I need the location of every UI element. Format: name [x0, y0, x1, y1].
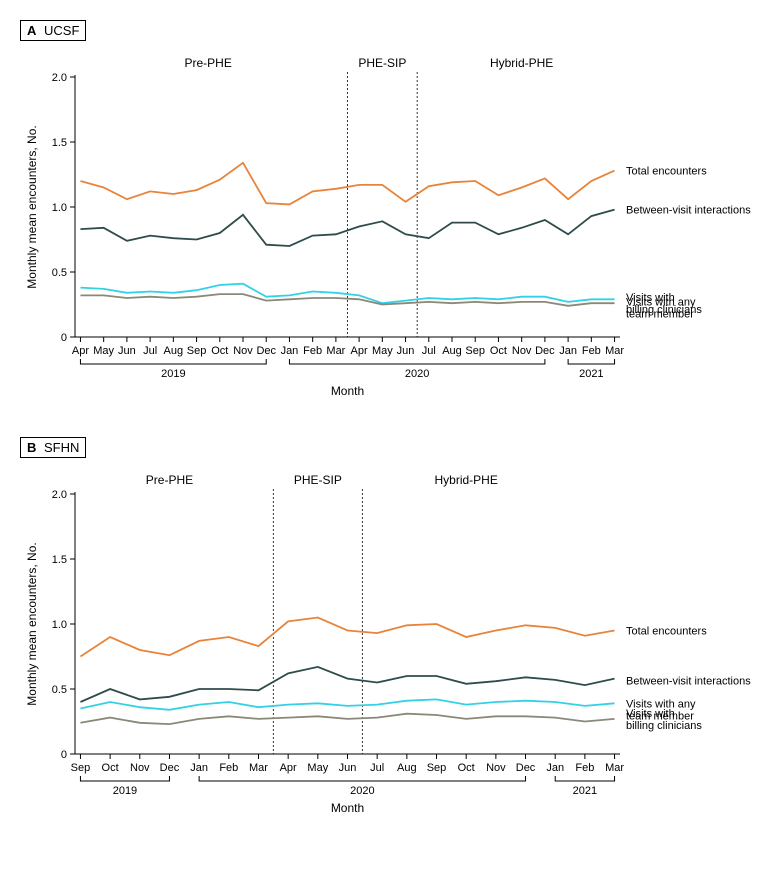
xtick-label: Mar: [605, 345, 624, 357]
panel-title: UCSF: [40, 23, 79, 38]
xtick-label: Dec: [516, 762, 536, 774]
xtick-label: Apr: [351, 345, 368, 357]
series-label: Between-visit interactions: [626, 676, 751, 688]
xtick-label: Feb: [219, 762, 238, 774]
ytick-label: 1.5: [52, 137, 67, 149]
xtick-label: Apr: [72, 345, 89, 357]
y-axis-label: Monthly mean encounters, No.: [25, 542, 39, 705]
xtick-label: Nov: [233, 345, 253, 357]
xtick-label: Jun: [118, 345, 136, 357]
panel-a: A UCSF 0 0.5 1.0 1.5 2.0 Monthly mean encounte…: [20, 20, 760, 407]
xtick-label: Dec: [256, 345, 276, 357]
xtick-label: Jun: [397, 345, 415, 357]
series-line: [80, 699, 614, 709]
xtick-label: Nov: [486, 762, 506, 774]
x-axis-label: Month: [331, 384, 364, 398]
ytick-label: 1.5: [52, 554, 67, 566]
xtick-label: Oct: [490, 345, 507, 357]
ytick-label: 2.0: [52, 72, 67, 84]
xtick-label: Nov: [512, 345, 532, 357]
panel-header: B SFHN: [20, 437, 86, 458]
xtick-label: May: [372, 345, 393, 357]
xtick-label: Jan: [559, 345, 577, 357]
period-label: Pre-PHE: [146, 473, 193, 487]
ytick-label: 0.5: [52, 267, 67, 279]
xtick-label: Aug: [397, 762, 417, 774]
x-axis-label: Month: [331, 801, 364, 815]
year-label: 2020: [405, 368, 429, 380]
xtick-label: Jan: [546, 762, 564, 774]
xtick-label: Feb: [303, 345, 322, 357]
xtick-label: May: [307, 762, 328, 774]
xtick-label: Nov: [130, 762, 150, 774]
panel-letter: A: [27, 23, 36, 38]
ytick-label: 0: [61, 749, 67, 761]
year-label: 2019: [113, 785, 137, 797]
series-label: Total encounters: [626, 166, 707, 178]
xtick-label: Oct: [102, 762, 119, 774]
xtick-label: Jul: [143, 345, 157, 357]
period-label: Pre-PHE: [184, 56, 231, 70]
xtick-label: Mar: [249, 762, 268, 774]
xtick-label: Sep: [427, 762, 447, 774]
panel-title: SFHN: [40, 440, 79, 455]
series-line: [80, 714, 614, 724]
xtick-label: Apr: [280, 762, 297, 774]
panel-letter: B: [27, 440, 36, 455]
xtick-label: Oct: [211, 345, 228, 357]
xtick-label: Feb: [575, 762, 594, 774]
period-label: Hybrid-PHE: [490, 56, 553, 70]
xtick-label: Oct: [458, 762, 475, 774]
xtick-label: Aug: [442, 345, 462, 357]
ytick-label: 0.5: [52, 684, 67, 696]
year-label: 2019: [161, 368, 185, 380]
y-axis-label: Monthly mean encounters, No.: [25, 125, 39, 288]
xtick-label: Sep: [465, 345, 485, 357]
xtick-label: Mar: [605, 762, 624, 774]
year-label: 2021: [579, 368, 603, 380]
year-label: 2021: [573, 785, 597, 797]
series-label: Between-visit interactions: [626, 205, 751, 217]
series-line: [80, 618, 614, 657]
xtick-label: Jul: [370, 762, 384, 774]
chart-a: 0 0.5 1.0 1.5 2.0 Monthly mean encounters, No…: [20, 47, 760, 407]
panel-b: B SFHN 0 0.5 1.0 1.5 2.0 Monthly mean encounte…: [20, 437, 760, 824]
series-label: Total encounters: [626, 626, 707, 638]
ytick-label: 0: [61, 332, 67, 344]
period-label: PHE-SIP: [358, 56, 406, 70]
panel-header: A UCSF: [20, 20, 86, 41]
ytick-label: 1.0: [52, 202, 67, 214]
xtick-label: Sep: [71, 762, 91, 774]
xtick-label: Mar: [326, 345, 345, 357]
year-label: 2020: [350, 785, 374, 797]
xtick-label: Dec: [160, 762, 180, 774]
ytick-label: 1.0: [52, 619, 67, 631]
xtick-label: May: [93, 345, 114, 357]
ytick-label: 2.0: [52, 489, 67, 501]
series-line: [80, 667, 614, 702]
chart-b: 0 0.5 1.0 1.5 2.0 Monthly mean encounters, No…: [20, 464, 760, 824]
xtick-label: Jan: [281, 345, 299, 357]
xtick-label: Jan: [190, 762, 208, 774]
period-label: Hybrid-PHE: [435, 473, 498, 487]
period-label: PHE-SIP: [294, 473, 342, 487]
xtick-label: Aug: [164, 345, 184, 357]
xtick-label: Sep: [187, 345, 207, 357]
xtick-label: Jun: [339, 762, 357, 774]
xtick-label: Jul: [422, 345, 436, 357]
xtick-label: Feb: [582, 345, 601, 357]
xtick-label: Dec: [535, 345, 555, 357]
